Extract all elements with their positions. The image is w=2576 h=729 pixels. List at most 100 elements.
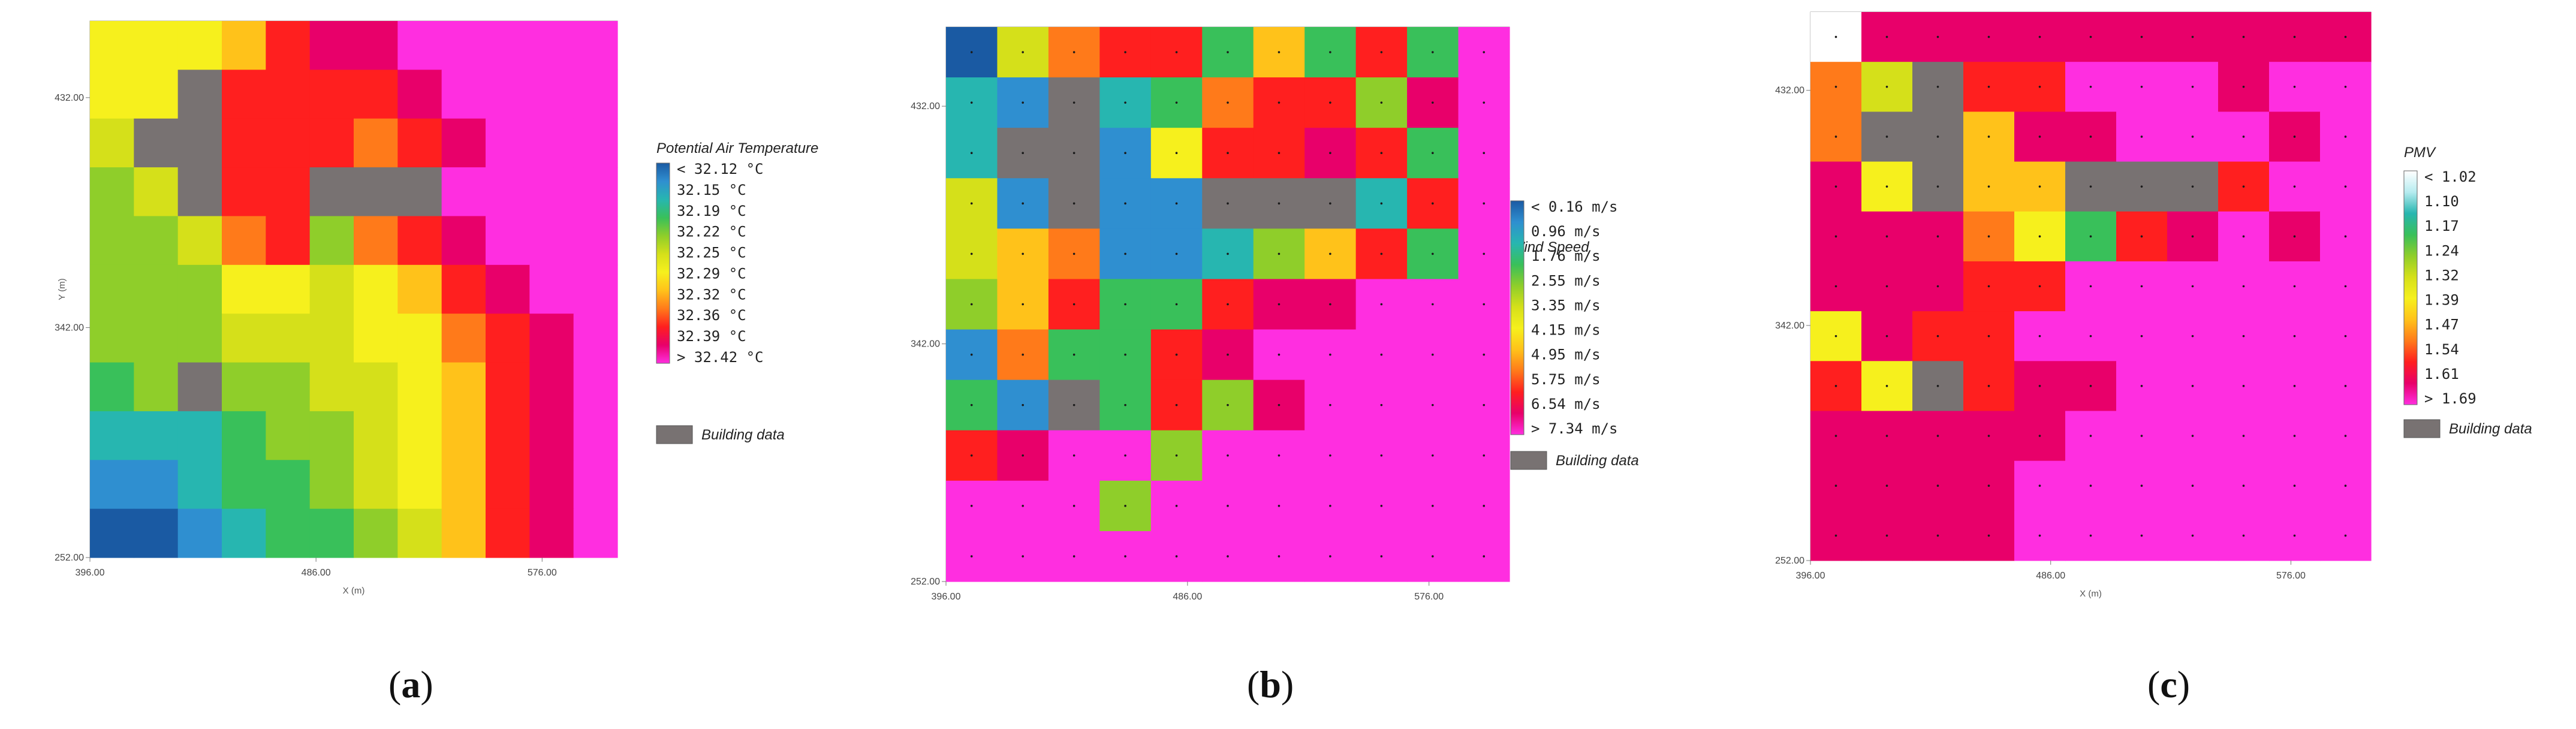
- grid-point: [2242, 435, 2245, 437]
- grid-point: [1483, 101, 1486, 104]
- heatmap-cell: [134, 314, 179, 363]
- grid-point: [1072, 454, 1075, 457]
- grid-point: [1987, 185, 1990, 188]
- grid-point: [970, 101, 973, 104]
- grid-point: [2293, 35, 2296, 38]
- heatmap-cell: [529, 362, 574, 412]
- heatmap-cell: [573, 167, 618, 217]
- heatmap-cell: [529, 167, 574, 217]
- grid-point: [1483, 353, 1486, 356]
- panel-label-a: (a): [388, 663, 433, 706]
- heatmap-cell: [134, 411, 179, 460]
- heatmap-cell: [309, 411, 354, 460]
- grid-point: [1885, 235, 1888, 238]
- heatmap-cell: [486, 118, 530, 168]
- heatmap-cell: [309, 216, 354, 266]
- legend-label: 32.36 °C: [677, 307, 746, 324]
- legend-label: 6.54 m/s: [1531, 396, 1601, 412]
- x-tick-label: 486.00: [1173, 592, 1202, 602]
- heatmap-cell: [222, 508, 266, 558]
- grid-point: [2089, 435, 2092, 437]
- grid-point: [1022, 403, 1024, 406]
- grid-point: [1432, 403, 1434, 406]
- grid-point: [1834, 285, 1837, 288]
- grid-point: [1227, 505, 1229, 507]
- grid-point: [2038, 435, 2041, 437]
- heatmap-cell: [309, 70, 354, 119]
- grid-point: [2242, 385, 2245, 387]
- heatmap-cell: [397, 264, 442, 314]
- grid-point: [1072, 555, 1075, 558]
- grid-point: [1175, 101, 1178, 104]
- grid-point: [1227, 555, 1229, 558]
- grid-point: [1278, 505, 1281, 507]
- grid-point: [1227, 202, 1229, 205]
- grid-point: [2293, 435, 2296, 437]
- grid-point: [1987, 534, 1990, 537]
- grid-point: [1329, 454, 1331, 457]
- legend-label: > 32.42 °C: [677, 349, 764, 366]
- grid-point: [1987, 235, 1990, 238]
- grid-point: [1483, 152, 1486, 155]
- building-cell: [309, 167, 354, 217]
- grid-point: [2089, 235, 2092, 238]
- legend-label: 32.29 °C: [677, 265, 746, 282]
- y-tick-label: 342.00: [911, 339, 940, 350]
- heatmap-cell: [90, 21, 134, 70]
- heatmap-air-temperature: 396.00 486.00 576.00 432.00 342.00 252.00 X (m…: [55, 20, 818, 596]
- grid-point: [2191, 484, 2194, 487]
- heatmap-cell: [441, 362, 486, 412]
- x-tick-label: 576.00: [1414, 592, 1444, 602]
- heatmap-cell: [309, 21, 354, 70]
- heatmap-cell: [397, 216, 442, 266]
- heatmap-cell: [573, 411, 618, 460]
- grid-point: [1175, 505, 1178, 507]
- grid-point: [2089, 285, 2092, 288]
- heatmap-cell: [309, 118, 354, 168]
- heatmap-cell: [222, 21, 266, 70]
- legend-title: Potential Air Temperature: [656, 140, 818, 156]
- heatmap-cell: [266, 508, 311, 558]
- legend-title: PMV: [2404, 144, 2436, 161]
- heatmap-cell: [222, 264, 266, 314]
- heatmap-cell: [486, 508, 530, 558]
- grid-point: [1329, 303, 1331, 306]
- heatmap-cell: [441, 508, 486, 558]
- grid-point: [1124, 303, 1126, 306]
- heatmap-cell: [134, 508, 179, 558]
- heatmap-cell: [90, 216, 134, 266]
- grid-point: [1278, 202, 1281, 205]
- grid-point: [2140, 185, 2143, 188]
- grid-point: [970, 353, 973, 356]
- heatmap-cell: [266, 216, 311, 266]
- grid-point: [1072, 403, 1075, 406]
- heatmap-cell: [397, 508, 442, 558]
- y-tick-label: 252.00: [55, 553, 84, 563]
- grid-point: [1380, 51, 1383, 53]
- grid-point: [1072, 101, 1075, 104]
- grid-point: [1380, 101, 1383, 104]
- heatmap-cell: [134, 362, 179, 412]
- grid-point: [970, 202, 973, 205]
- grid-point: [2293, 484, 2296, 487]
- grid-point: [2089, 484, 2092, 487]
- grid-point: [2140, 385, 2143, 387]
- heatmap-cell: [441, 460, 486, 510]
- grid-point: [1022, 101, 1024, 104]
- heatmap-cell: [266, 70, 311, 119]
- y-tick-label: 432.00: [1775, 86, 1804, 96]
- x-tick-label: 486.00: [2036, 571, 2065, 581]
- grid-point: [2038, 185, 2041, 188]
- grid-point: [2191, 135, 2194, 138]
- heatmap-cell: [354, 216, 398, 266]
- heatmap-cell: [573, 314, 618, 363]
- grid-point: [1278, 403, 1281, 406]
- building-legend-swatch: [2403, 419, 2441, 438]
- grid-point: [1175, 353, 1178, 356]
- heatmap-cell: [354, 118, 398, 168]
- legend-label: 32.25 °C: [677, 245, 746, 261]
- grid-point: [1885, 35, 1888, 38]
- grid-point: [2038, 335, 2041, 338]
- heatmap-cell: [309, 508, 354, 558]
- grid-point: [1278, 152, 1281, 155]
